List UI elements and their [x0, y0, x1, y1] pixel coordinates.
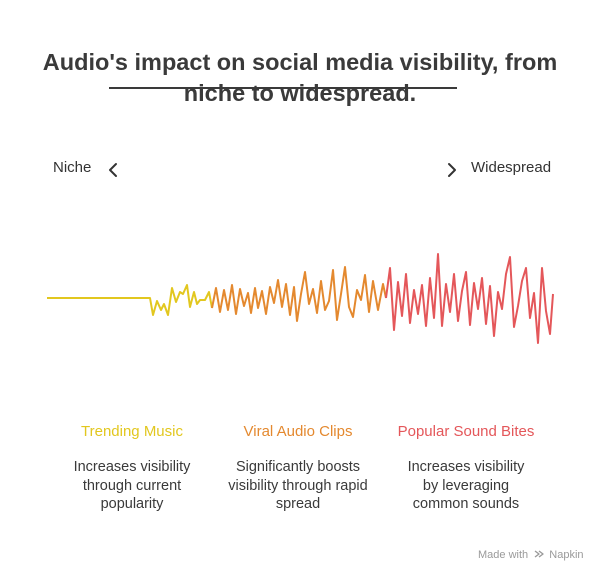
chevron-left-icon	[109, 163, 117, 177]
waveform-segment-popular	[385, 253, 554, 344]
stage-popular-sound-bites: Popular Sound Bites Increases visibility…	[371, 423, 561, 514]
waveform-segment-viral	[211, 266, 387, 322]
stage-title: Viral Audio Clips	[243, 423, 353, 440]
napkin-brand-text: Napkin	[549, 549, 584, 561]
audio-waveform	[47, 253, 554, 344]
made-with-text: Made with	[478, 549, 529, 561]
niche-label: Niche	[53, 159, 92, 176]
waveform-segment-trending	[47, 284, 213, 316]
stage-trending-music: Trending Music Increases visibility thro…	[37, 423, 227, 514]
napkin-logo-icon	[534, 550, 544, 558]
title-line-1: Audio's impact on social media visibilit…	[42, 49, 558, 75]
stage-description: Significantly boosts visibility through …	[228, 459, 368, 512]
stage-title: Popular Sound Bites	[397, 423, 535, 440]
widespread-label: Widespread	[471, 159, 552, 176]
stage-description: Increases visibility through current pop…	[73, 459, 191, 512]
stage-viral-audio-clips: Viral Audio Clips Significantly boosts v…	[203, 423, 393, 514]
title-strike-rule	[109, 87, 457, 89]
chevron-right-icon	[448, 163, 456, 177]
title-line-2: niche to widespread.	[183, 80, 417, 106]
stage-title: Trending Music	[81, 423, 183, 440]
made-with-napkin[interactable]: Made with Napkin	[478, 549, 584, 561]
diagram-title: Audio's impact on social media visibilit…	[0, 47, 600, 109]
stage-description: Increases visibility by leveraging commo…	[407, 459, 525, 512]
